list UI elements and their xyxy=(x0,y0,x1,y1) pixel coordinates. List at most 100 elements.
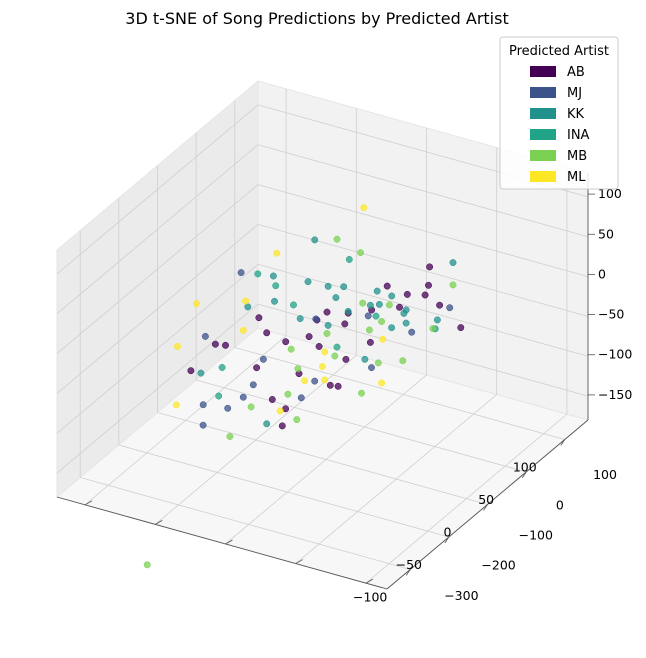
data-point-ml xyxy=(321,376,329,384)
grid-line-z-back xyxy=(257,263,589,357)
legend-swatch-ml xyxy=(530,171,556,182)
data-point-ina xyxy=(333,343,341,351)
data-point-ab xyxy=(426,263,434,271)
data-point-ab xyxy=(211,340,219,348)
data-point-kk xyxy=(373,287,381,295)
data-point-ab xyxy=(282,338,290,346)
data-point-mb xyxy=(374,359,382,367)
data-point-ina xyxy=(218,364,226,371)
data-point-kk xyxy=(244,303,252,311)
y-tick-mark xyxy=(365,578,374,584)
legend-label-kk: KK xyxy=(567,107,585,122)
data-point-kk xyxy=(296,315,304,323)
z-tick-label: −50 xyxy=(598,307,624,322)
chart-title: 3D t-SNE of Song Predictions by Predicte… xyxy=(125,9,508,28)
y-tick-mark xyxy=(295,559,303,564)
y-tick-label: −100 xyxy=(519,528,553,543)
x-tick-label: 100 xyxy=(513,460,537,475)
data-point-ab xyxy=(341,320,349,328)
grid-line-x-floor xyxy=(157,412,488,505)
x-tick-label: 0 xyxy=(444,525,452,540)
data-point-kk xyxy=(388,324,396,332)
legend-swatch-ina xyxy=(530,129,556,140)
data-point-ab xyxy=(342,355,350,363)
data-point-ml xyxy=(242,297,250,305)
grid-line-z-side xyxy=(56,184,259,354)
grid-line-z-side xyxy=(56,263,259,434)
data-point-kk xyxy=(332,294,340,302)
x-tick-mark xyxy=(560,439,566,446)
data-point-mb xyxy=(359,299,367,307)
data-point-ab xyxy=(421,291,429,299)
data-point-ina xyxy=(272,282,280,290)
data-point-ina xyxy=(254,270,262,278)
x-tick-mark xyxy=(405,569,411,576)
grid-line-x-floor xyxy=(196,379,527,473)
legend-label-ina: INA xyxy=(567,128,590,143)
data-point-mb xyxy=(378,318,386,325)
x-tick-label: −50 xyxy=(396,557,422,572)
data-point-kk xyxy=(197,369,205,377)
data-point-mj xyxy=(224,404,232,412)
data-point-mj xyxy=(368,364,375,372)
grid-line-z-side xyxy=(56,104,259,275)
data-point-mb xyxy=(287,345,295,353)
data-point-ab xyxy=(326,381,334,389)
data-point-kk xyxy=(271,297,278,305)
data-point-ml xyxy=(239,326,247,334)
data-point-mj xyxy=(201,332,209,340)
data-point-mb xyxy=(331,352,339,360)
data-point-ml xyxy=(301,377,309,385)
grid-line-z-back xyxy=(257,144,589,238)
legend-title: Predicted Artist xyxy=(509,44,609,59)
grid-line-y-floor xyxy=(295,394,497,564)
grid-line-z-side xyxy=(56,303,259,474)
data-point-mb xyxy=(284,390,292,398)
z-tick-label: 0 xyxy=(598,266,606,281)
data-point-ab xyxy=(253,364,261,372)
grid-lines xyxy=(56,88,589,584)
data-point-ab xyxy=(187,367,195,375)
grid-line-x-floor xyxy=(234,347,565,440)
data-point-ml xyxy=(172,401,180,409)
data-point-mj xyxy=(297,394,305,402)
data-points xyxy=(143,204,465,569)
legend-swatch-kk xyxy=(530,108,556,119)
data-point-ml xyxy=(276,407,284,415)
z-tick-label: 50 xyxy=(598,226,614,241)
data-point-kk xyxy=(366,301,374,309)
x-tick-mark xyxy=(521,471,527,479)
tick-labels: −100 −50 0 50 100 −300−200 −100 0 100 −150 −100 −50… xyxy=(84,186,632,605)
legend-swatch-mb xyxy=(530,150,556,161)
z-tick-label: 100 xyxy=(598,186,622,201)
grid-line-z-side xyxy=(56,224,259,394)
data-point-kk xyxy=(433,316,441,324)
y-tick-mark xyxy=(225,539,233,545)
data-point-mb xyxy=(293,416,301,424)
legend-frame xyxy=(499,36,619,190)
data-point-ab xyxy=(403,290,411,298)
grid-line-y-floor xyxy=(155,355,357,525)
grid-line-y-floor xyxy=(84,335,287,506)
data-point-ab xyxy=(436,301,444,309)
x-tick-mark xyxy=(444,536,450,544)
grid-line-z-side xyxy=(56,144,259,315)
grid-line-x-floor xyxy=(80,477,411,570)
data-point-mb xyxy=(294,365,302,373)
legend-label-mj: MJ xyxy=(567,86,582,101)
data-point-ab xyxy=(366,338,374,346)
legend-swatch-mj xyxy=(530,87,556,98)
data-point-mj xyxy=(199,401,207,409)
data-point-ml xyxy=(193,300,200,308)
data-point-ml xyxy=(174,343,181,350)
data-point-ml xyxy=(319,363,326,370)
data-point-ab xyxy=(222,341,229,349)
data-point-ml xyxy=(360,204,368,212)
data-point-mb xyxy=(247,403,255,411)
grid-line-y-floor xyxy=(365,413,568,584)
legend-label-mb: MB xyxy=(567,149,587,164)
data-point-kk xyxy=(311,236,319,244)
legend: Predicted Artist AB MJ KK INA MB ML xyxy=(499,36,619,190)
data-point-mb xyxy=(323,330,331,337)
